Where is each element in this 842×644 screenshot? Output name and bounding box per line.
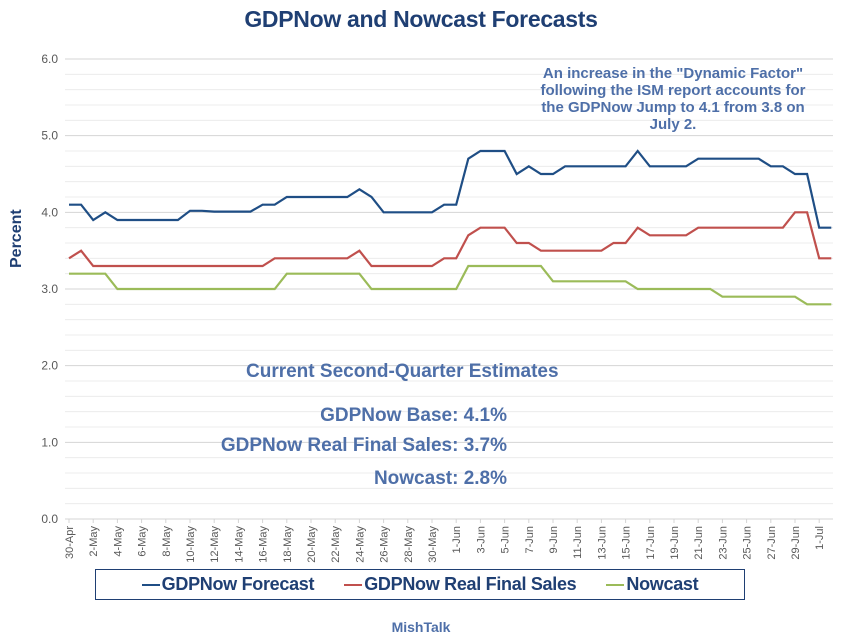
x-tick-label: 18-May bbox=[282, 526, 294, 563]
legend-swatch-real-final-sales bbox=[344, 583, 363, 586]
x-tick-label: 27-Jun bbox=[766, 526, 778, 560]
x-tick-label: 11-Jun bbox=[572, 526, 584, 559]
x-tick-label: 12-May bbox=[209, 526, 221, 563]
x-tick-label: 3-Jun bbox=[475, 526, 487, 554]
footer-source: MishTalk bbox=[391, 619, 451, 635]
legend-label: GDPNow Forecast bbox=[161, 574, 315, 594]
x-tick-label: 7-Jun bbox=[524, 526, 536, 554]
x-tick-label: 29-Jun bbox=[790, 526, 802, 560]
y-tick-label: 2.0 bbox=[41, 359, 58, 373]
legend-item-real-final-sales: GDPNow Real Final Sales bbox=[344, 574, 577, 595]
x-axis-ticks: 30-Apr 2-May 4-May 6-May 8-May 10-May 12-May 14… bbox=[64, 518, 833, 563]
y-tick-label: 0.0 bbox=[41, 512, 58, 526]
annotation-note: An increase in the "Dynamic Factor" foll… bbox=[540, 65, 806, 133]
x-tick-label: 13-Jun bbox=[596, 526, 608, 560]
x-tick-label: 6-May bbox=[137, 526, 149, 557]
y-tick-label: 1.0 bbox=[41, 435, 58, 449]
estimate-real-final-sales: GDPNow Real Final Sales: 3.7% bbox=[220, 435, 507, 456]
x-tick-label: 2-May bbox=[88, 526, 100, 557]
chart-title: GDPNow and Nowcast Forecasts bbox=[244, 6, 598, 32]
x-tick-label: 24-May bbox=[354, 526, 366, 563]
x-tick-label: 14-May bbox=[233, 526, 245, 563]
series-line-gdpnow-real-final-sales bbox=[68, 211, 832, 268]
estimates-title: Current Second-Quarter Estimates bbox=[246, 361, 559, 382]
estimate-nowcast: Nowcast: 2.8% bbox=[373, 468, 507, 489]
legend-label: Nowcast bbox=[626, 574, 699, 594]
x-tick-label: 1-Jun bbox=[451, 526, 463, 554]
series-line-gdpnow-forecast bbox=[69, 149, 832, 229]
x-tick-label: 25-Jun bbox=[742, 526, 754, 560]
estimate-gdpnow-base: GDPNow Base: 4.1% bbox=[320, 405, 507, 426]
x-tick-label: 28-May bbox=[403, 526, 415, 563]
x-tick-label: 15-Jun bbox=[621, 526, 633, 560]
y-tick-label: 3.0 bbox=[41, 282, 58, 296]
series-lines bbox=[68, 149, 832, 306]
x-tick-label: 17-Jun bbox=[645, 526, 657, 560]
series-line-nowcast bbox=[69, 264, 832, 306]
legend-item-gdpnow-forecast: GDPNow Forecast bbox=[141, 574, 315, 595]
x-tick-label: 30-Apr bbox=[64, 526, 76, 559]
x-tick-label: 5-Jun bbox=[500, 526, 512, 554]
x-tick-label: 30-May bbox=[427, 526, 439, 563]
x-tick-label: 16-May bbox=[258, 526, 270, 563]
y-axis-ticks: 0.0 1.0 2.0 3.0 4.0 5.0 6.0 bbox=[41, 52, 58, 526]
x-tick-label: 4-May bbox=[112, 526, 124, 557]
x-tick-label: 10-May bbox=[185, 526, 197, 563]
x-tick-label: 1-Jul bbox=[814, 526, 826, 550]
legend-swatch-gdpnow-forecast bbox=[141, 583, 160, 586]
legend-label: GDPNow Real Final Sales bbox=[364, 574, 577, 594]
x-tick-label: 21-Jun bbox=[693, 526, 705, 560]
x-tick-label: 26-May bbox=[379, 526, 391, 563]
y-axis-label: Percent bbox=[8, 209, 25, 268]
x-tick-label: 20-May bbox=[306, 526, 318, 563]
x-tick-label: 22-May bbox=[330, 526, 342, 563]
x-tick-label: 19-Jun bbox=[669, 526, 681, 560]
chart-legend: GDPNow Forecast GDPNow Real Final Sales … bbox=[95, 569, 745, 600]
legend-swatch-nowcast bbox=[606, 583, 625, 586]
y-tick-label: 6.0 bbox=[41, 52, 58, 66]
x-tick-label: 9-Jun bbox=[548, 526, 560, 554]
x-tick-label: 8-May bbox=[161, 526, 173, 557]
y-tick-label: 4.0 bbox=[41, 205, 58, 219]
legend-item-nowcast: Nowcast bbox=[606, 574, 699, 595]
y-tick-label: 5.0 bbox=[41, 129, 58, 143]
x-tick-label: 23-Jun bbox=[717, 526, 729, 560]
